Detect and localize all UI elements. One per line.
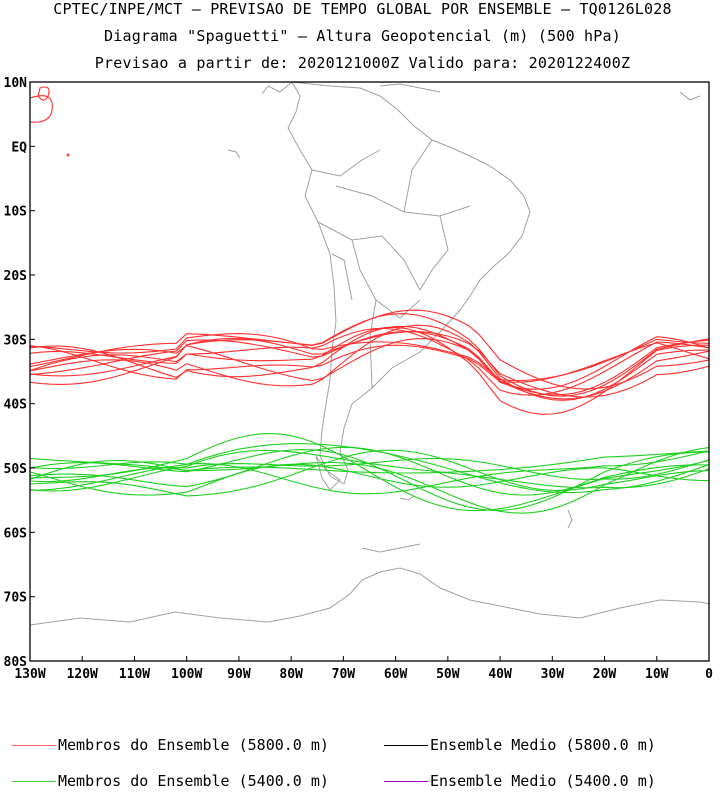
lon-label: 120W — [67, 667, 98, 682]
title-line-2: Diagrama "Spaguetti" – Altura Geopotenci… — [104, 27, 621, 45]
member-line-5800 — [29, 330, 710, 400]
lon-label: 0 — [705, 667, 713, 682]
ensemble-5800-members — [29, 309, 710, 415]
lon-label: 130W — [14, 667, 45, 682]
coastlines — [29, 81, 711, 626]
member-line-5800 — [29, 331, 710, 398]
lon-label: 70W — [332, 667, 356, 682]
member-line-5800 — [29, 327, 710, 396]
lon-label: 10W — [645, 667, 669, 682]
member-line-5400 — [29, 450, 710, 495]
member-line-5800 — [29, 338, 710, 396]
ensemble-5400-members — [29, 432, 710, 514]
member-line-5400 — [29, 463, 710, 496]
member-line-5800 — [29, 313, 710, 397]
lat-label: 20S — [4, 269, 28, 284]
member-line-5400 — [29, 443, 710, 494]
legend-label: Ensemble Medio (5800.0 m) — [430, 736, 656, 754]
legend-label: Membros do Ensemble (5400.0 m) — [58, 772, 329, 790]
title-line-3: Previsao a partir de: 2020121000Z Valido… — [94, 54, 631, 72]
member-line-5400 — [29, 449, 710, 511]
legend-label: Ensemble Medio (5400.0 m) — [430, 772, 656, 790]
legend-swatch-red — [12, 745, 56, 746]
member-line-5800 — [29, 326, 709, 415]
legend-swatch-green — [12, 781, 56, 782]
lat-label: 30S — [4, 333, 28, 348]
lat-label: 40S — [4, 398, 28, 413]
lon-label: 80W — [279, 667, 303, 682]
lat-label: 80S — [4, 655, 28, 670]
small-contour-5800 — [29, 86, 70, 157]
lon-label: 20W — [593, 667, 617, 682]
member-line-5800 — [29, 325, 710, 390]
member-line-5800 — [29, 342, 710, 383]
lon-label: 50W — [436, 667, 460, 682]
lon-label: 30W — [541, 667, 565, 682]
lon-label: 90W — [227, 667, 251, 682]
member-line-5400 — [29, 446, 709, 496]
legend-swatch-purple — [384, 781, 428, 782]
lat-label: EQ — [11, 140, 27, 155]
lat-label: 10S — [4, 205, 28, 220]
member-line-5400 — [29, 449, 710, 497]
map-frame — [29, 81, 710, 662]
legend-label: Membros do Ensemble (5800.0 m) — [58, 736, 329, 754]
lat-label: 10N — [4, 76, 28, 91]
lon-label: 100W — [171, 667, 202, 682]
title-line-1: CPTEC/INPE/MCT – PREVISAO DE TEMPO GLOBA… — [53, 0, 672, 18]
member-line-5800 — [29, 333, 710, 382]
lon-label: 60W — [384, 667, 408, 682]
lat-label: 60S — [4, 526, 28, 541]
lat-label: 70S — [4, 591, 28, 606]
lat-label: 50S — [4, 462, 28, 477]
member-line-5400 — [29, 450, 710, 474]
lon-label: 40W — [488, 667, 512, 682]
legend-swatch-black — [384, 745, 428, 746]
lon-label: 110W — [119, 667, 150, 682]
